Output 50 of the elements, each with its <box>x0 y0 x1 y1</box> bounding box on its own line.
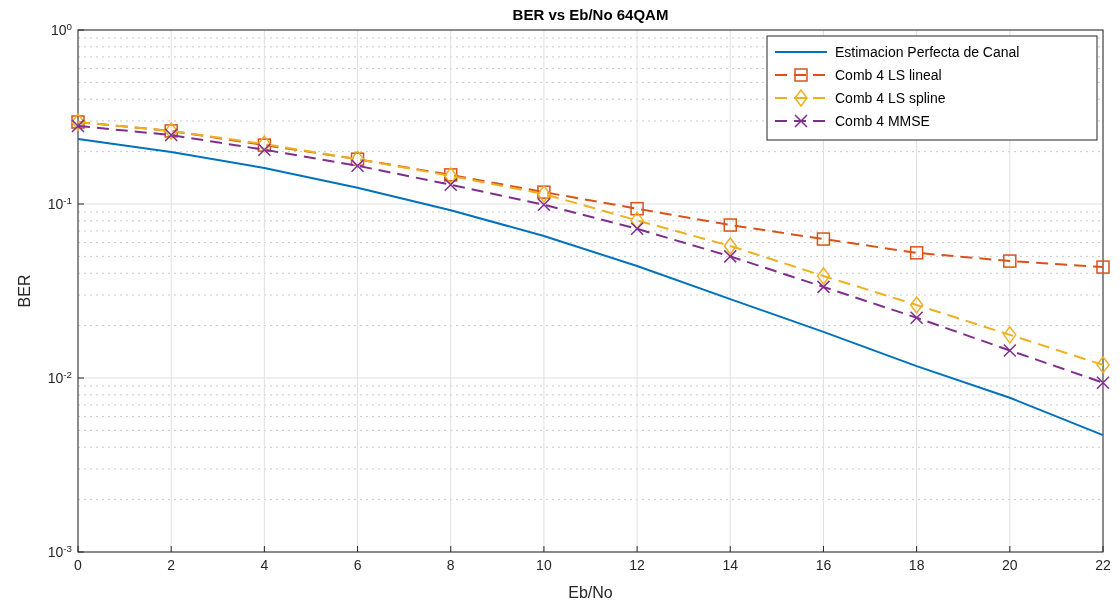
point <box>71 119 85 133</box>
y-tick-label: 10$^{0}$ <box>50 20 73 38</box>
y-tick-label: 10$^{-1}$ <box>47 194 72 212</box>
x-tick-label: 6 <box>353 557 362 573</box>
x-tick-label: 10 <box>536 557 552 573</box>
point <box>1003 343 1017 358</box>
point <box>1003 326 1017 344</box>
x-tick-label: 8 <box>446 557 455 573</box>
point <box>630 201 644 216</box>
point <box>257 143 272 157</box>
point <box>443 178 458 192</box>
legend-label: Comb 4 LS lineal <box>835 67 942 83</box>
point <box>537 185 551 199</box>
point <box>630 222 644 236</box>
point <box>723 249 738 264</box>
point <box>1096 375 1110 390</box>
point <box>630 211 644 230</box>
x-tick-label: 16 <box>815 557 832 573</box>
point <box>816 232 831 246</box>
point <box>1096 356 1110 374</box>
legend-label: Estimacion Perfecta de Canal <box>835 44 1020 60</box>
x-tick-label: 2 <box>167 557 176 573</box>
point <box>816 267 831 285</box>
point <box>537 198 551 212</box>
point <box>164 128 178 142</box>
point <box>909 246 924 260</box>
y-axis-title: BER <box>16 274 33 308</box>
point <box>1003 254 1017 268</box>
point <box>350 158 365 173</box>
chart-title: BER vs Eb/No 64QAM <box>512 6 669 23</box>
x-tick-label: 20 <box>1002 557 1018 573</box>
y-tick-label: 10$^{-3}$ <box>47 542 73 560</box>
x-tick-label: 12 <box>629 557 646 573</box>
x-tick-label: 4 <box>260 557 269 573</box>
y-tick-label: 10$^{-2}$ <box>47 368 72 386</box>
point <box>723 237 738 255</box>
x-tick-label: 18 <box>908 557 925 573</box>
line-series <box>77 138 1104 437</box>
x-axis-title: Eb/No <box>568 584 613 601</box>
x-tick-label: 0 <box>74 557 83 573</box>
legend-label: Comb 4 LS spline <box>835 90 946 106</box>
point <box>909 310 924 325</box>
point <box>816 280 831 294</box>
point <box>723 218 738 232</box>
x-tick-label: 14 <box>722 557 739 573</box>
legend-label: Comb 4 MMSE <box>835 113 930 129</box>
point <box>909 296 924 314</box>
point <box>537 185 551 203</box>
x-tick-label: 22 <box>1095 557 1111 573</box>
point <box>1096 260 1110 274</box>
